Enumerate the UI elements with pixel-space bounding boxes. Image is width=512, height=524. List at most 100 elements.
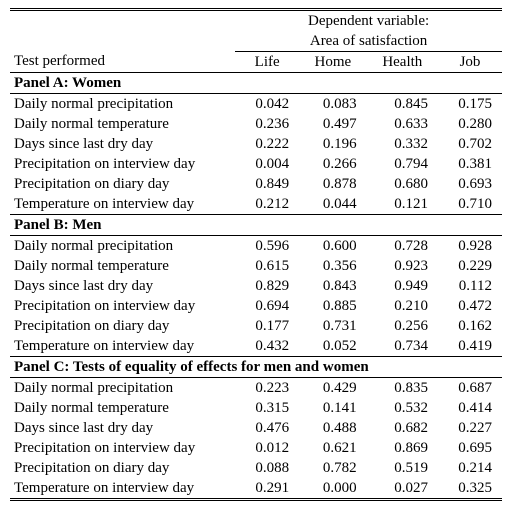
cell-value: 0.621 [299,438,366,458]
cell-value: 0.419 [438,336,502,357]
row-label: Precipitation on interview day [10,154,235,174]
cell-value: 0.280 [438,114,502,134]
cell-value: 0.210 [367,296,438,316]
cell-value: 0.728 [367,236,438,257]
cell-value: 0.088 [235,458,299,478]
cell-value: 0.532 [367,398,438,418]
cell-value: 0.212 [235,194,299,215]
cell-value: 0.702 [438,134,502,154]
cell-value: 0.266 [299,154,366,174]
cell-value: 0.694 [235,296,299,316]
cell-value: 0.414 [438,398,502,418]
cell-value: 0.112 [438,276,502,296]
row-label: Precipitation on interview day [10,438,235,458]
cell-value: 0.042 [235,94,299,115]
cell-value: 0.885 [299,296,366,316]
cell-value: 0.835 [367,378,438,399]
cell-value: 0.162 [438,316,502,336]
cell-value: 0.845 [367,94,438,115]
row-label: Days since last dry day [10,418,235,438]
cell-value: 0.325 [438,478,502,500]
blank-cell [10,31,235,52]
cell-value: 0.027 [367,478,438,500]
cell-value: 0.731 [299,316,366,336]
cell-value: 0.256 [367,316,438,336]
row-label: Precipitation on diary day [10,316,235,336]
cell-value: 0.488 [299,418,366,438]
cell-value: 0.693 [438,174,502,194]
blank-cell [10,10,235,32]
cell-value: 0.687 [438,378,502,399]
dependent-variable-label: Dependent variable: [235,10,502,32]
col-health: Health [367,52,438,73]
cell-value: 0.923 [367,256,438,276]
cell-value: 0.869 [367,438,438,458]
cell-value: 0.141 [299,398,366,418]
row-label: Daily normal temperature [10,256,235,276]
cell-value: 0.222 [235,134,299,154]
row-label: Days since last dry day [10,134,235,154]
cell-value: 0.227 [438,418,502,438]
row-label: Precipitation on interview day [10,296,235,316]
cell-value: 0.695 [438,438,502,458]
cell-value: 0.849 [235,174,299,194]
cell-value: 0.083 [299,94,366,115]
area-label: Area of satisfaction [235,31,502,52]
cell-value: 0.794 [367,154,438,174]
row-label: Precipitation on diary day [10,458,235,478]
cell-value: 0.472 [438,296,502,316]
cell-value: 0.229 [438,256,502,276]
cell-value: 0.682 [367,418,438,438]
cell-value: 0.356 [299,256,366,276]
cell-value: 0.680 [367,174,438,194]
cell-value: 0.829 [235,276,299,296]
row-label: Temperature on interview day [10,478,235,500]
cell-value: 0.782 [299,458,366,478]
cell-value: 0.734 [367,336,438,357]
cell-value: 0.633 [367,114,438,134]
cell-value: 0.432 [235,336,299,357]
row-label: Daily normal precipitation [10,94,235,115]
row-label: Temperature on interview day [10,194,235,215]
cell-value: 0.519 [367,458,438,478]
cell-value: 0.600 [299,236,366,257]
row-label: Precipitation on diary day [10,174,235,194]
cell-value: 0.381 [438,154,502,174]
cell-value: 0.315 [235,398,299,418]
cell-value: 0.196 [299,134,366,154]
cell-value: 0.175 [438,94,502,115]
col-job: Job [438,52,502,73]
col-home: Home [299,52,366,73]
cell-value: 0.928 [438,236,502,257]
panel-title: Panel A: Women [10,73,502,94]
cell-value: 0.596 [235,236,299,257]
row-label: Daily normal precipitation [10,378,235,399]
cell-value: 0.497 [299,114,366,134]
cell-value: 0.052 [299,336,366,357]
col-life: Life [235,52,299,73]
panel-title: Panel C: Tests of equality of effects fo… [10,357,502,378]
cell-value: 0.004 [235,154,299,174]
row-label: Daily normal temperature [10,114,235,134]
row-label: Days since last dry day [10,276,235,296]
cell-value: 0.843 [299,276,366,296]
results-table: Dependent variable: Area of satisfaction… [10,8,502,501]
row-label: Daily normal precipitation [10,236,235,257]
cell-value: 0.121 [367,194,438,215]
cell-value: 0.878 [299,174,366,194]
cell-value: 0.044 [299,194,366,215]
panel-title: Panel B: Men [10,215,502,236]
cell-value: 0.000 [299,478,366,500]
cell-value: 0.291 [235,478,299,500]
cell-value: 0.223 [235,378,299,399]
cell-value: 0.429 [299,378,366,399]
cell-value: 0.236 [235,114,299,134]
cell-value: 0.177 [235,316,299,336]
cell-value: 0.214 [438,458,502,478]
cell-value: 0.476 [235,418,299,438]
cell-value: 0.949 [367,276,438,296]
cell-value: 0.332 [367,134,438,154]
cell-value: 0.710 [438,194,502,215]
row-header-label: Test performed [10,52,235,73]
row-label: Temperature on interview day [10,336,235,357]
